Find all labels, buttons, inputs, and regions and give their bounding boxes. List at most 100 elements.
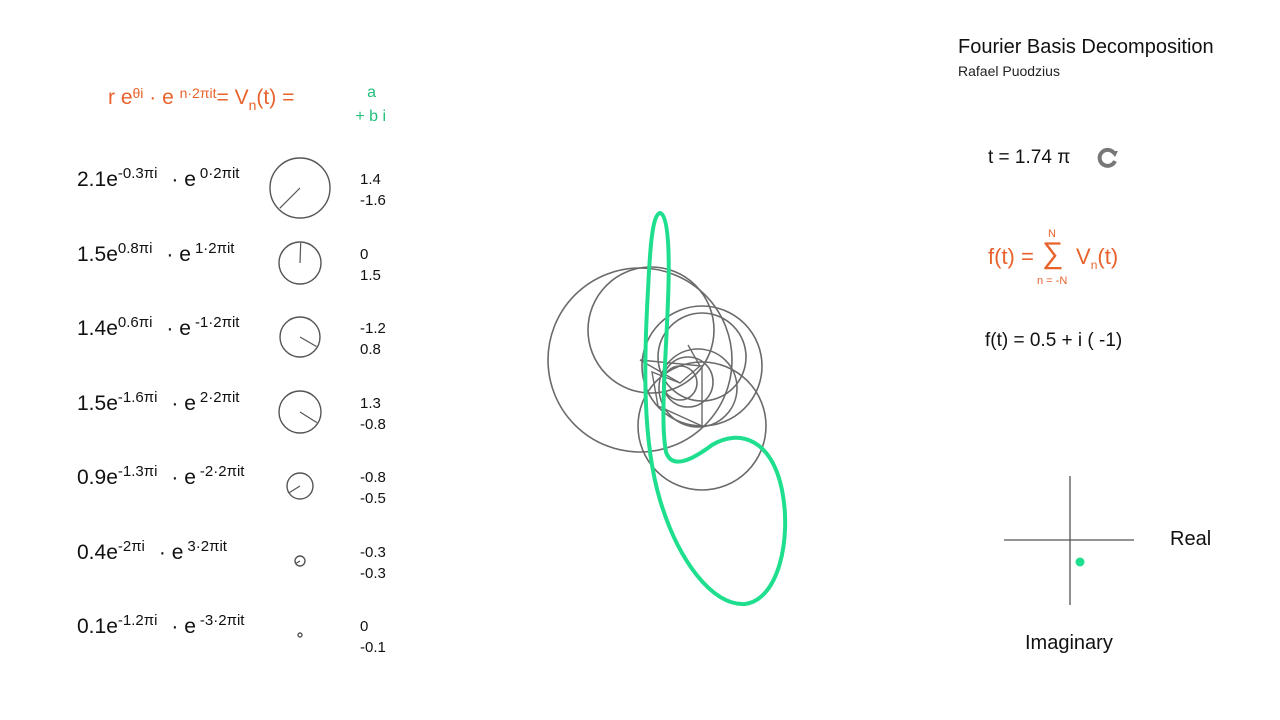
complex-plane <box>1004 476 1134 605</box>
header-formula: r eθi · e n·2πit= Vn(t) = <box>108 85 295 113</box>
term-formula: 1.5e0.8πi · e 1·2πit <box>77 239 235 267</box>
term-coefficient: 0.4e <box>77 540 118 564</box>
term-real: 1.4 <box>360 171 381 188</box>
term-dot-e: · e <box>166 317 191 340</box>
term-frequency: 2·2πit <box>199 388 240 406</box>
phasor-arm <box>279 187 301 209</box>
term-phase: -0.3πi <box>117 165 158 182</box>
phasor-arm <box>299 242 302 263</box>
term-frequency: -2·2πit <box>199 463 245 480</box>
header-bi: + b i <box>355 108 386 125</box>
sum-f: f(t) = <box>988 244 1034 269</box>
term-phase: 0.6πi <box>117 314 153 331</box>
term-values: -0.8 -0.5 <box>360 467 386 509</box>
term-formula: 2.1e-0.3πi · e 0·2πit <box>77 165 240 192</box>
sum-v: V <box>1076 244 1091 269</box>
fourier-curve <box>643 211 788 607</box>
sum-formula: f(t) = N ∑ n = -N Vn(t) <box>988 228 1138 288</box>
term-phasor <box>286 472 314 500</box>
sigma-symbol: ∑ <box>1042 237 1064 270</box>
term-formula: 0.9e-1.3πi · e -2·2πit <box>77 463 245 490</box>
term-formula: 1.4e0.6πi · e -1·2πit <box>77 314 240 341</box>
current-value-point <box>1075 557 1085 567</box>
sum-v-sub: n <box>1090 258 1098 272</box>
term-values: -0.3 -0.3 <box>360 542 386 584</box>
epicycle-arm <box>639 344 703 428</box>
term-phase: -2πi <box>117 537 145 555</box>
app-title: Fourier Basis Decomposition <box>958 36 1214 58</box>
term-phase: 0.8πi <box>117 239 153 257</box>
term-dot-e: · e <box>158 540 184 564</box>
term-real: -0.3 <box>360 543 386 561</box>
phasor-circle <box>278 240 322 285</box>
term-phasor <box>278 240 322 285</box>
term-coefficient: 0.9e <box>77 466 118 489</box>
term-phasor <box>297 632 303 638</box>
term-phasor <box>278 389 322 434</box>
app-author: Rafael Puodzius <box>958 63 1060 79</box>
term-real: -0.8 <box>360 469 386 486</box>
term-imaginary: -0.8 <box>360 415 386 433</box>
term-frequency: -3·2πit <box>199 612 245 629</box>
term-values: -1.2 0.8 <box>360 318 386 360</box>
phasor-circle <box>286 472 314 500</box>
term-phasor <box>279 316 321 358</box>
term-dot-e: · e <box>171 391 196 415</box>
time-readout: t = 1.74 π <box>988 147 1071 168</box>
term-dot-e: · e <box>166 242 191 266</box>
term-real: 0 <box>360 245 369 263</box>
header-n-sub: n <box>248 97 257 113</box>
header-n-exp: n·2πit <box>179 85 217 101</box>
sum-vn: Vn(t) <box>1076 244 1119 272</box>
real-axis-label: Real <box>1170 528 1212 550</box>
phasor-circle <box>294 554 306 567</box>
term-dot-e: · e <box>171 168 196 191</box>
sum-lower-bound: n = -N <box>1037 275 1068 287</box>
header-a: a <box>367 84 376 101</box>
term-imaginary: -0.3 <box>360 564 386 582</box>
term-imaginary: -0.5 <box>360 490 386 507</box>
header-theta-exp: θi <box>132 85 144 101</box>
phasor-arm <box>299 336 317 348</box>
phasor-arm <box>289 485 301 494</box>
phasor-circle <box>278 389 322 434</box>
term-imaginary: 1.5 <box>360 266 381 284</box>
term-dot-e: · e <box>171 466 196 489</box>
term-phasor <box>269 157 331 219</box>
term-frequency: 1·2πit <box>194 239 235 257</box>
term-formula: 0.4e-2πi · e 3·2πit <box>77 537 227 565</box>
sum-t: (t) <box>1097 244 1119 269</box>
header-ab: a + b i <box>346 81 386 129</box>
reload-icon[interactable] <box>1094 144 1122 172</box>
term-phase: -1.6πi <box>117 388 158 406</box>
header-dot-e: · e <box>143 86 180 109</box>
phasor-circle <box>279 316 321 358</box>
term-values: 1.3 -0.8 <box>360 393 386 435</box>
imaginary-axis-label: Imaginary <box>1025 632 1113 654</box>
term-real: 0 <box>360 618 369 635</box>
header-t-part: (t) = <box>256 86 295 109</box>
term-imaginary: -1.6 <box>360 192 386 209</box>
term-values: 0 -0.1 <box>360 616 386 658</box>
term-imaginary: -0.1 <box>360 639 386 656</box>
term-formula: 0.1e-1.2πi · e -3·2πit <box>77 612 245 639</box>
term-coefficient: 1.5e <box>77 242 118 266</box>
term-dot-e: · e <box>171 615 196 638</box>
term-coefficient: 0.1e <box>77 615 118 638</box>
phasor-circle <box>297 632 303 638</box>
term-values: 0 1.5 <box>360 244 381 286</box>
term-frequency: -1·2πit <box>194 314 240 331</box>
sum-upper-bound: N <box>1048 228 1056 240</box>
term-formula: 1.5e-1.6πi · e 2·2πit <box>77 388 240 416</box>
header-r: r e <box>108 86 133 109</box>
epicycle-circles <box>547 266 767 491</box>
term-coefficient: 1.4e <box>77 317 118 340</box>
term-frequency: 0·2πit <box>199 165 240 182</box>
term-frequency: 3·2πit <box>187 537 227 555</box>
phasor-arm <box>295 559 301 564</box>
term-real: -1.2 <box>360 320 386 337</box>
phasor-circle <box>269 157 331 219</box>
epicycle-circle <box>658 348 738 428</box>
term-phasor <box>294 554 306 567</box>
term-coefficient: 1.5e <box>77 391 118 415</box>
